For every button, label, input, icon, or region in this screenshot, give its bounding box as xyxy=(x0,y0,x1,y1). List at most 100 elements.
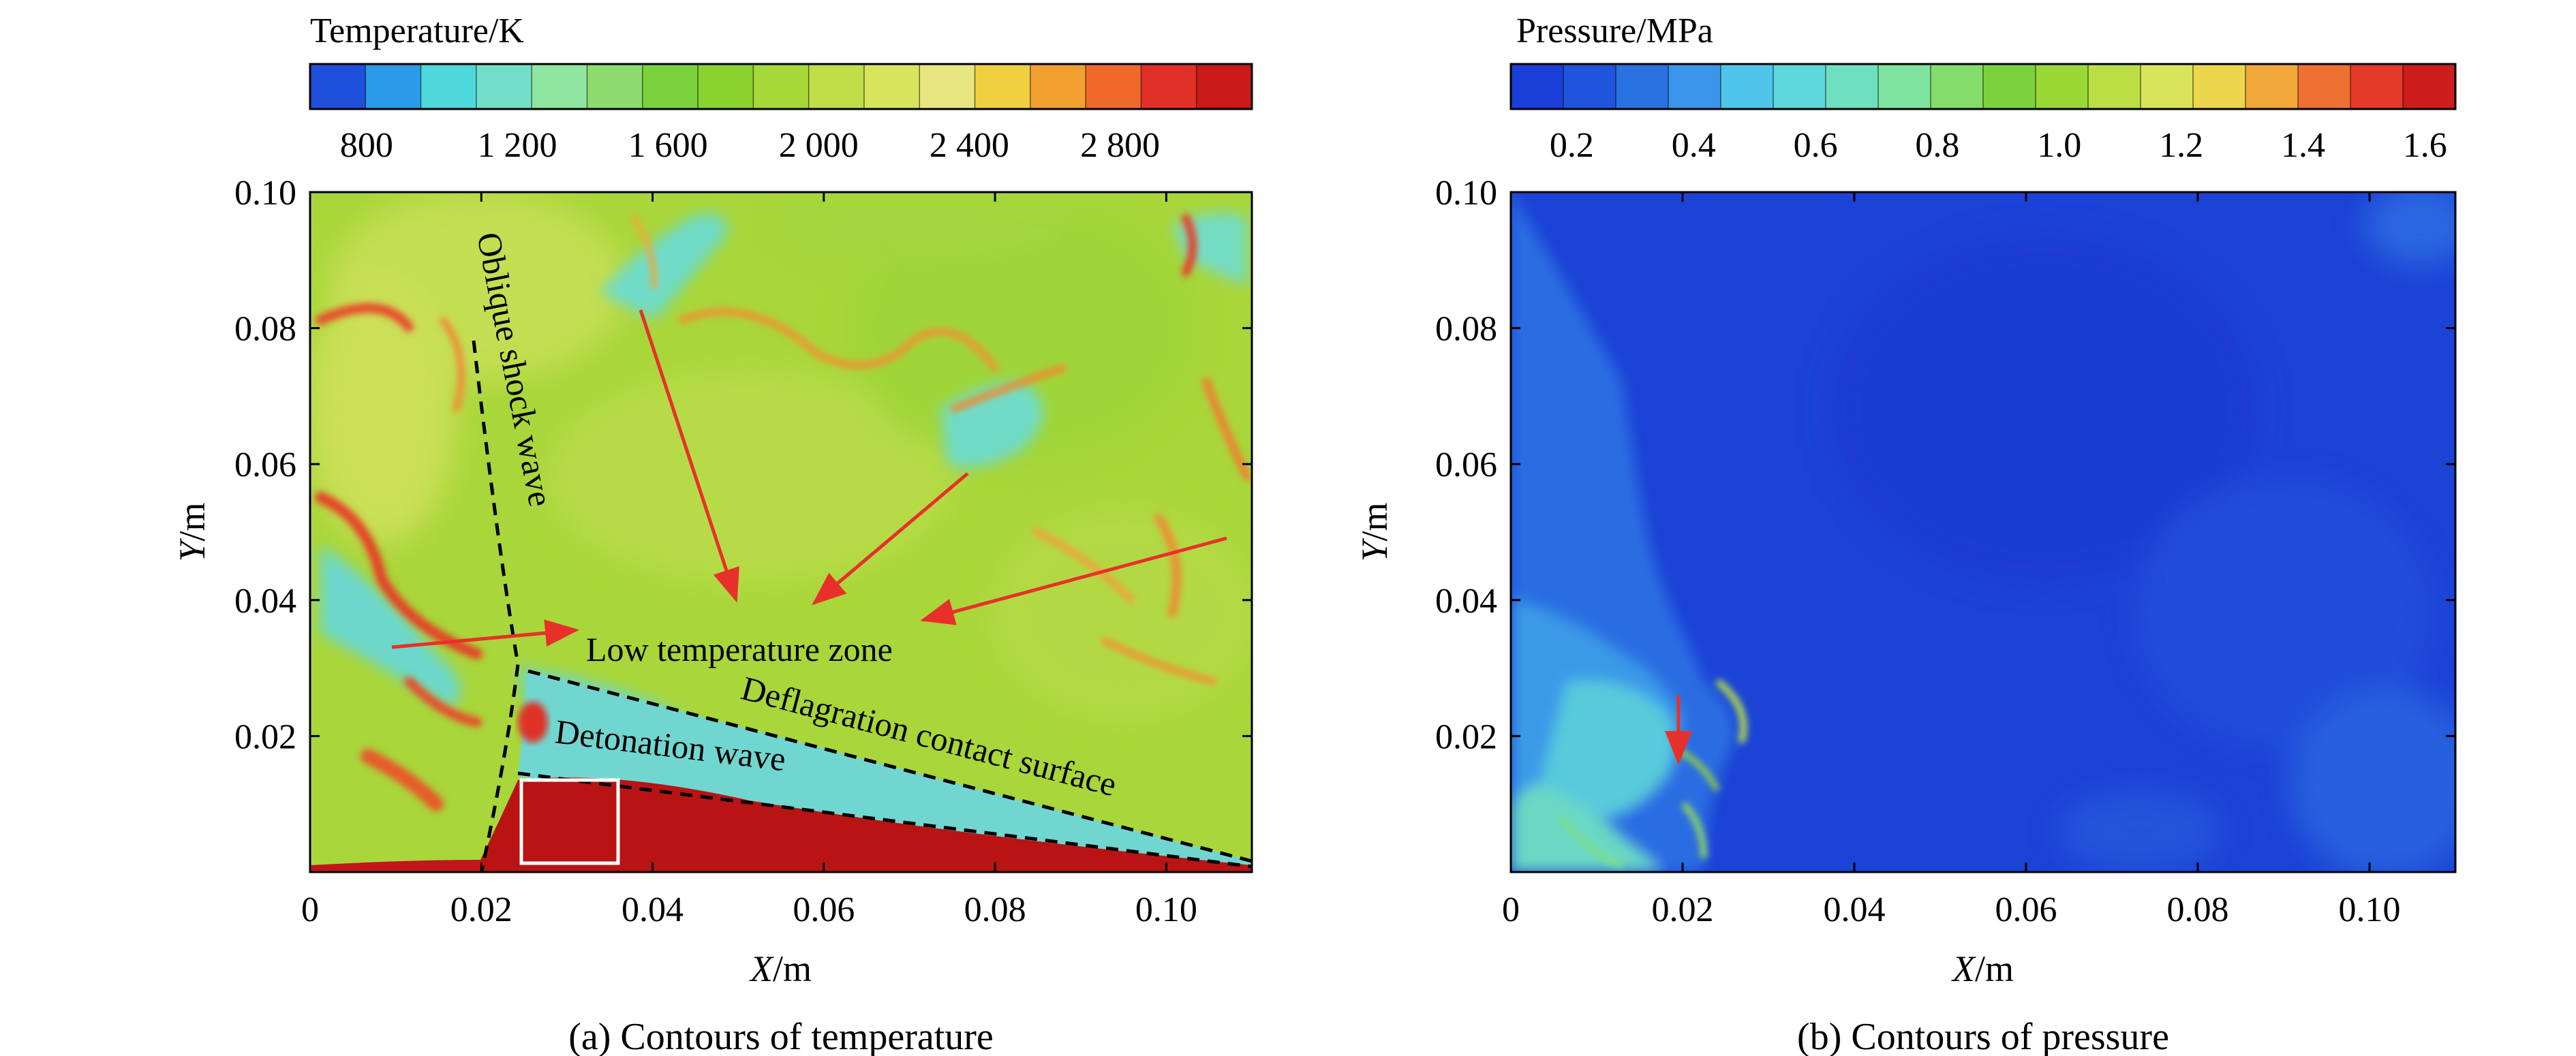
temperature-colorbar-swatch xyxy=(420,64,477,109)
temperature-x-tick-label: 0.04 xyxy=(622,890,684,929)
temperature-colorbar-swatch xyxy=(808,64,865,109)
highlight-box xyxy=(519,778,620,865)
pressure-colorbar-swatch xyxy=(2350,64,2404,109)
temperature-colorbar-swatch xyxy=(532,64,588,109)
pressure-colorbar-frame xyxy=(1509,63,2457,110)
deflagration-contact-line xyxy=(527,669,1253,863)
pressure-colorbar-tick-label: 0.6 xyxy=(1794,126,1838,165)
temperature-x-axis-title: X/m xyxy=(749,948,812,989)
temperature-colorbar-tick-label: 2 000 xyxy=(779,126,859,165)
temperature-colorbar-swatch xyxy=(1141,64,1197,109)
temperature-plot-frame xyxy=(309,191,1253,873)
detonation-region xyxy=(310,777,1252,872)
detonation-wave-line xyxy=(517,771,1253,869)
pressure-colorbar-tick-label: 0.4 xyxy=(1672,126,1716,165)
temperature-x-tick-label: 0.06 xyxy=(793,890,855,929)
pressure-colorbar-swatch xyxy=(1668,64,1721,109)
pressure-colorbar-swatch xyxy=(2403,64,2456,109)
pressure-colorbar-tick-label: 0.8 xyxy=(1915,126,1959,165)
temperature-y-tick-label: 0.10 xyxy=(234,174,296,213)
arrow-3 xyxy=(920,536,1227,625)
temperature-colorbar: 800 1 200 1 600 2 000 2 400 2 800 xyxy=(309,63,1253,165)
pressure-colorbar-swatch xyxy=(1878,64,1931,109)
pressure-x-axis-title: X/m xyxy=(1951,948,2014,989)
pressure-x-tick-label: 0.02 xyxy=(1652,890,1714,929)
temperature-colorbar-swatch xyxy=(365,64,422,109)
temperature-colorbar-swatch xyxy=(642,64,699,109)
temperature-y-tick-label: 0.06 xyxy=(234,446,296,484)
arrow-2 xyxy=(812,472,969,606)
temperature-colorbar-swatch xyxy=(1030,64,1086,109)
temperature-colorbar-swatch xyxy=(587,64,643,109)
pressure-colorbar-swatch xyxy=(1721,64,1774,109)
pressure-colorbar-tick-label: 0.2 xyxy=(1550,126,1594,165)
temperature-colorbar-title: Temperature/K xyxy=(310,12,524,50)
temperature-x-tick-label: 0 xyxy=(301,890,319,929)
pressure-contour-field xyxy=(1511,192,2455,872)
pressure-colorbar-swatch xyxy=(2193,64,2246,109)
pressure-colorbar-swatch xyxy=(1773,64,1826,109)
pressure-panel: Pressure/MPa 0.2 0.4 0.6 0.8 1.0 1.2 1.4 1.6 xyxy=(1354,12,2457,1056)
temperature-colorbar-swatch xyxy=(1086,64,1142,109)
pressure-y-tick-label: 0.06 xyxy=(1435,446,1497,484)
pressure-plot-frame xyxy=(1509,191,2457,873)
temperature-y-tick-label: 0.04 xyxy=(234,582,296,621)
arrow-1 xyxy=(639,309,739,603)
pressure-x-tick-label: 0.08 xyxy=(2167,890,2229,929)
pressure-colorbar-swatch xyxy=(2141,64,2194,109)
temperature-colorbar-frame xyxy=(309,63,1253,110)
pressure-colorbar: 0.2 0.4 0.6 0.8 1.0 1.2 1.4 1.6 xyxy=(1509,63,2457,165)
temperature-colorbar-tick-label: 1 600 xyxy=(628,126,708,165)
pressure-colorbar-swatch xyxy=(2088,64,2141,109)
temperature-colorbar-tick-label: 2 400 xyxy=(930,126,1009,165)
pressure-colorbar-tick-label: 1.6 xyxy=(2403,126,2447,165)
temperature-colorbar-tick-label: 2 800 xyxy=(1080,126,1160,165)
pressure-colorbar-swatch xyxy=(1931,64,1984,109)
pressure-colorbar-tick-label: 1.4 xyxy=(2281,126,2325,165)
temperature-caption: (a) Contours of temperature xyxy=(568,1016,994,1056)
pressure-x-tick-label: 0.10 xyxy=(2339,890,2401,929)
temperature-x-tick-label: 0.10 xyxy=(1135,890,1197,929)
pressure-colorbar-swatch xyxy=(2036,64,2089,109)
pressure-x-tick-label: 0.04 xyxy=(1824,890,1886,929)
pressure-colorbar-swatch xyxy=(1983,64,2036,109)
temperature-y-tick-label: 0.02 xyxy=(234,717,296,756)
pressure-colorbar-tick-label: 1.0 xyxy=(2037,126,2081,165)
temperature-colorbar-swatch xyxy=(863,64,920,109)
pressure-y-axis-title: Y/m xyxy=(1354,502,1395,561)
temperature-x-tick-label: 0.08 xyxy=(964,890,1026,929)
temperature-colorbar-tick-label: 800 xyxy=(340,126,393,165)
temperature-colorbar-swatch xyxy=(1196,64,1253,109)
temperature-contour-field xyxy=(310,192,1252,872)
pressure-colorbar-tick-label: 1.2 xyxy=(2159,126,2203,165)
pressure-x-tick-label: 0 xyxy=(1502,890,1520,929)
pressure-colorbar-swatch xyxy=(1826,64,1879,109)
pressure-y-tick-label: 0.04 xyxy=(1435,582,1497,621)
temperature-colorbar-swatch xyxy=(975,64,1031,109)
pressure-colorbar-title: Pressure/MPa xyxy=(1516,12,1713,50)
annotation-arrows xyxy=(391,309,1227,649)
temperature-colorbar-swatch xyxy=(753,64,810,109)
pressure-colorbar-swatch xyxy=(2245,64,2299,109)
temperature-y-tick-label: 0.08 xyxy=(234,310,296,349)
temperature-x-tick-label: 0.02 xyxy=(450,890,512,929)
pressure-colorbar-swatch xyxy=(1616,64,1669,109)
pressure-colorbar-swatch xyxy=(2298,64,2351,109)
wave-front-lines xyxy=(472,340,1253,871)
pressure-y-tick-label: 0.08 xyxy=(1435,310,1497,349)
arrow-4 xyxy=(391,619,579,649)
oblique-shock-line xyxy=(472,340,520,871)
pressure-y-tick-label: 0.10 xyxy=(1435,174,1497,213)
temperature-panel: Temperature/K 800 1 200 1 600 2 000 2 400 2 8… xyxy=(172,12,1253,1056)
temperature-colorbar-swatch xyxy=(698,64,754,109)
temperature-colorbar-swatch xyxy=(476,64,532,109)
pressure-colorbar-swatch xyxy=(1563,64,1616,109)
low-temperature-label: Low temperature zone xyxy=(586,630,893,668)
temperature-colorbar-swatch xyxy=(310,64,366,109)
pressure-x-tick-label: 0.06 xyxy=(1995,890,2057,929)
pressure-y-tick-label: 0.02 xyxy=(1435,717,1497,756)
temperature-colorbar-swatch xyxy=(919,64,976,109)
temperature-colorbar-tick-label: 1 200 xyxy=(478,126,557,165)
pressure-caption: (b) Contours of pressure xyxy=(1797,1016,2169,1056)
